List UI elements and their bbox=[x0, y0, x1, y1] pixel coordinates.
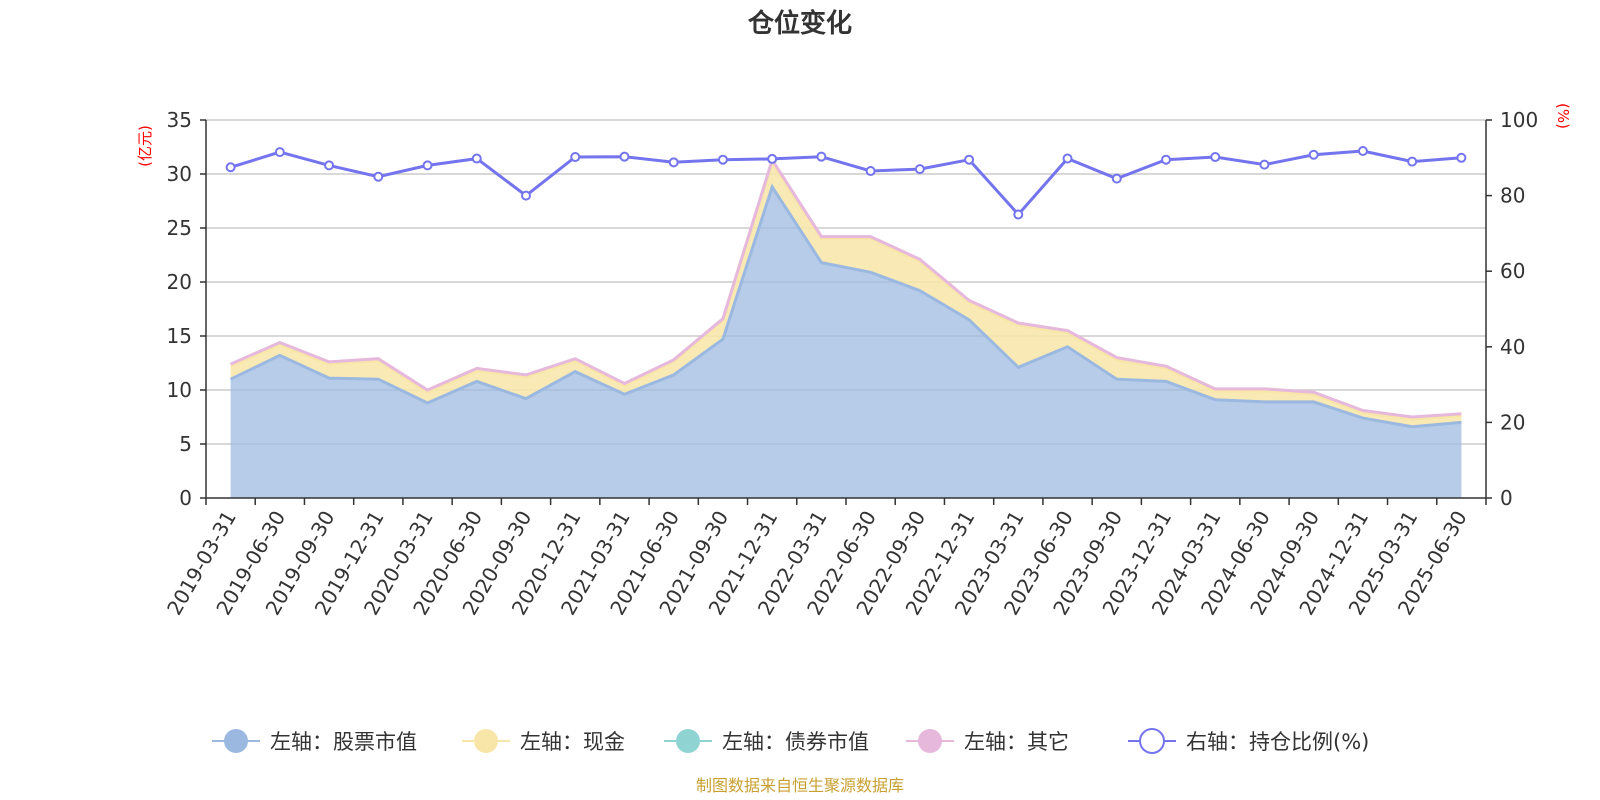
right-axis-tick-label: 60 bbox=[1500, 259, 1525, 283]
area-0 bbox=[230, 187, 1462, 498]
legend-label: 左轴：其它 bbox=[964, 730, 1069, 754]
ratio-point bbox=[964, 154, 975, 165]
left-axis-unit: (亿元) bbox=[136, 125, 154, 167]
ratio-point bbox=[373, 171, 384, 182]
left-axis-tick-label: 10 bbox=[167, 378, 192, 402]
ratio-point bbox=[570, 152, 581, 163]
ratio-point bbox=[1308, 149, 1319, 160]
legend-item-4[interactable]: 右轴：持仓比例(%) bbox=[1128, 728, 1369, 754]
legend-item-1[interactable]: 左轴：现金 bbox=[462, 729, 625, 754]
left-axis-tick-label: 5 bbox=[179, 432, 192, 456]
legend-label: 右轴：持仓比例(%) bbox=[1186, 730, 1369, 754]
ratio-point bbox=[225, 162, 236, 173]
legend-item-2[interactable]: 左轴：债券市值 bbox=[664, 729, 869, 754]
legend: 左轴：股票市值 左轴：现金 左轴：债券市值 左轴：其它 右轴：持仓比例(%) bbox=[212, 728, 1369, 754]
legend-item-0[interactable]: 左轴：股票市值 bbox=[212, 729, 417, 754]
ratio-point bbox=[668, 157, 679, 168]
right-axis-unit: (%) bbox=[1554, 103, 1572, 129]
source-note: 制图数据来自恒生聚源数据库 bbox=[696, 776, 904, 795]
legend-marker bbox=[474, 729, 498, 753]
legend-marker bbox=[1139, 728, 1165, 754]
left-axis-tick-label: 30 bbox=[167, 162, 192, 186]
legend-marker bbox=[224, 729, 248, 753]
ratio-point bbox=[619, 151, 630, 162]
ratio-point bbox=[274, 147, 285, 158]
left-axis-tick-label: 15 bbox=[167, 324, 192, 348]
right-axis-tick-label: 80 bbox=[1500, 184, 1525, 208]
ratio-line bbox=[230, 149, 1462, 217]
left-axis-tick-label: 20 bbox=[167, 270, 192, 294]
ratio-point bbox=[914, 164, 925, 175]
area-line-1 bbox=[229, 159, 1462, 421]
ratio-point bbox=[1407, 156, 1418, 167]
ratio-point bbox=[1456, 152, 1467, 163]
right-axis-tick-label: 100 bbox=[1500, 108, 1538, 132]
ratio-point bbox=[1161, 154, 1171, 165]
ratio-point bbox=[767, 153, 778, 164]
left-axis-tick-label: 0 bbox=[179, 486, 192, 510]
left-axis-tick-label: 35 bbox=[167, 108, 192, 132]
legend-item-3[interactable]: 左轴：其它 bbox=[906, 729, 1069, 754]
ratio-point bbox=[422, 160, 433, 171]
ratio-point bbox=[717, 154, 728, 165]
area-line-0 bbox=[229, 183, 1462, 429]
legend-label: 左轴：现金 bbox=[520, 730, 625, 754]
ratio-point bbox=[1062, 153, 1073, 164]
right-axis-tick-label: 40 bbox=[1500, 335, 1525, 359]
legend-marker bbox=[918, 729, 942, 753]
chart-title: 仓位变化 bbox=[747, 8, 852, 39]
ratio-point bbox=[1259, 159, 1270, 170]
right-axis-tick-label: 0 bbox=[1500, 486, 1513, 510]
ratio-point bbox=[471, 153, 482, 164]
ratio-point bbox=[324, 160, 335, 171]
legend-label: 左轴：债券市值 bbox=[722, 730, 869, 754]
area-line-3 bbox=[229, 156, 1462, 419]
ratio-line-series bbox=[225, 145, 1467, 220]
ratio-point bbox=[1357, 145, 1368, 156]
ratio-point bbox=[1013, 209, 1024, 220]
ratio-point bbox=[521, 190, 531, 201]
ratio-point bbox=[816, 151, 827, 162]
ratio-point bbox=[865, 166, 876, 177]
left-axis-tick-label: 25 bbox=[167, 216, 192, 240]
stacked-areas bbox=[229, 156, 1462, 498]
legend-label: 左轴：股票市值 bbox=[270, 730, 417, 754]
legend-marker bbox=[676, 729, 700, 753]
ratio-point bbox=[1111, 173, 1122, 184]
ratio-point bbox=[1210, 152, 1221, 163]
right-axis-tick-label: 20 bbox=[1500, 410, 1525, 434]
